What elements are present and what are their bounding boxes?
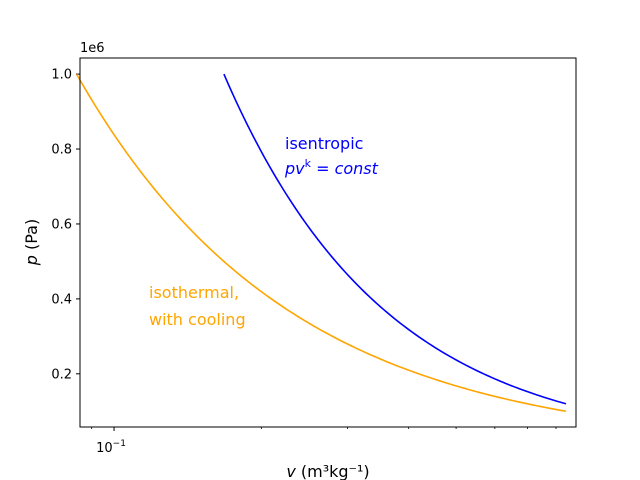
annotation-isentropic-line1: isentropic [285, 134, 363, 153]
y-axis-var: p [22, 255, 41, 266]
y-tick-label: 0.2 [51, 367, 72, 382]
x-axis-var: v [286, 462, 296, 480]
annotation-isentropic-formula: pvk = const [284, 157, 379, 178]
x-axis-unit: (m³kg⁻¹) [301, 462, 370, 480]
x-tick-base: 10 [96, 441, 113, 456]
y-axis-label: p (Pa) [22, 219, 41, 266]
annotation-isothermal-line1: isothermal, [149, 283, 239, 302]
plot-frame [79, 57, 577, 428]
x-tick-label: 10−1 [96, 439, 126, 456]
x-axis-label: v (m³kg⁻¹) [286, 462, 369, 480]
y-tick-label: 0.4 [51, 292, 72, 307]
tick-layer: 0.2 0.4 0.6 0.8 1.0 10−1 [51, 68, 557, 456]
series-line-0 [223, 73, 567, 405]
y-tick-label: 0.8 [51, 143, 72, 158]
formula-base: pv [284, 159, 305, 178]
formula-sup: k [305, 157, 312, 170]
annotation-isothermal-line2: with cooling [149, 310, 246, 329]
x-tick-exponent: −1 [113, 439, 126, 449]
y-axis-unit: (Pa) [22, 219, 41, 250]
formula-rest: = const [311, 159, 379, 178]
series-line-1 [75, 73, 567, 413]
plot-area [80, 58, 576, 427]
y-tick-label: 0.6 [51, 217, 72, 232]
y-tick-label: 1.0 [51, 68, 72, 83]
series-layer [75, 73, 567, 413]
y-offset-label: 1e6 [80, 41, 105, 56]
